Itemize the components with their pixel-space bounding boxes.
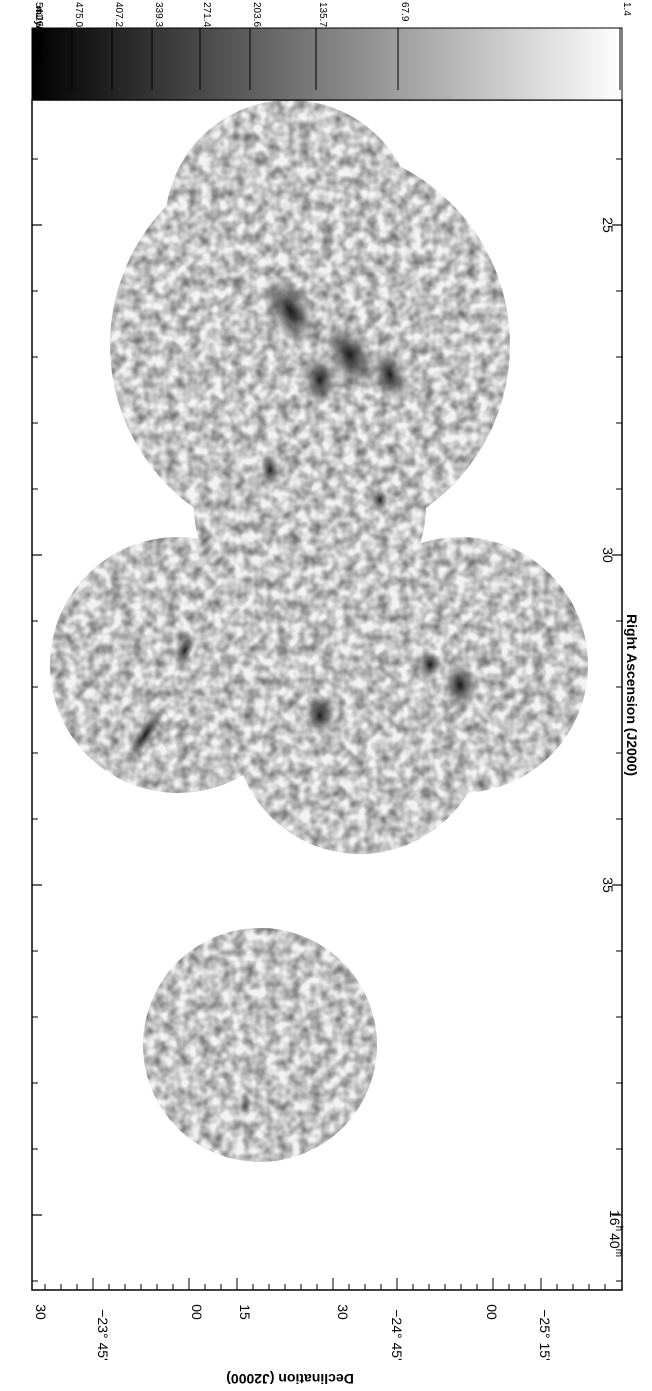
emission-core-i [442,661,478,709]
y-tick-label-4: 30 [335,1304,351,1320]
colorbar-tick-label: 135.7 [317,2,328,27]
y-tick-label-7: −25° 15' [537,1309,553,1360]
colorbar-unit-label: mJy/6''Pixel [33,6,44,63]
x-tick-labels: 25 30 35 16h40m [600,217,624,1257]
y-tick-label-2: 00 [189,1304,205,1320]
emission-knot-l [358,863,372,887]
emission-core-g [304,693,336,737]
colorbar-tick-label: 203.6 [251,2,262,27]
y-tick-label-0: 30 [33,1304,49,1320]
x-tick-label-corner: 16h40m [607,1210,624,1257]
colorbar-tick-label: 541.5 [33,2,44,27]
y-axis-title: Declination (J2000) [226,1371,354,1387]
emission-core-h [418,651,442,679]
x-tick-label-35: 35 [600,877,616,893]
colorbar-ticks: 541.5 475.0 407.2 339.3 271.4 203.6 135.7 67.9 1… [31,2,632,90]
colorbar-gradient [31,27,623,101]
emission-filament-k [173,633,197,667]
y-tick-label-1: −23° 45' [95,1309,111,1360]
colorbar-tick-label: 475.0 [73,2,84,27]
y-tick-label-6: 00 [484,1304,500,1320]
emission-filament-e [260,454,280,486]
colorbar-tick-label: 407.2 [113,2,124,27]
emission-knot-n [239,1091,251,1119]
emission-core-a [262,273,318,347]
axis-ticks [32,158,622,1290]
svg-text:16h40m: 16h40m [607,1210,624,1257]
x-tick-label-25: 25 [600,217,616,233]
emission-filament-j [123,705,167,765]
y-tick-label-5: −24° 45' [389,1309,405,1360]
colorbar-tick-label: 1.4 [621,2,632,16]
colorbar: 541.5 475.0 407.2 339.3 271.4 203.6 135.7 67.9 1… [31,2,632,101]
colorbar-tick-label: 67.9 [399,2,410,22]
x-tick-label-30: 30 [600,547,616,563]
emission-core-d [371,346,409,404]
emission-filament-f [372,488,388,512]
y-tick-labels: 30 −23° 45' 00 15 30 −24° 45' 00 −25° 15… [33,1304,553,1361]
emission-knot-m [263,915,277,935]
x-axis-title: Right Ascension (J2000) [624,614,640,776]
colorbar-tick-label: 271.4 [201,2,212,27]
intensity-map [50,100,588,1162]
colorbar-tick-label: 339.3 [153,2,164,27]
emission-core-c [302,354,338,406]
y-tick-label-3: 15 [237,1304,253,1320]
